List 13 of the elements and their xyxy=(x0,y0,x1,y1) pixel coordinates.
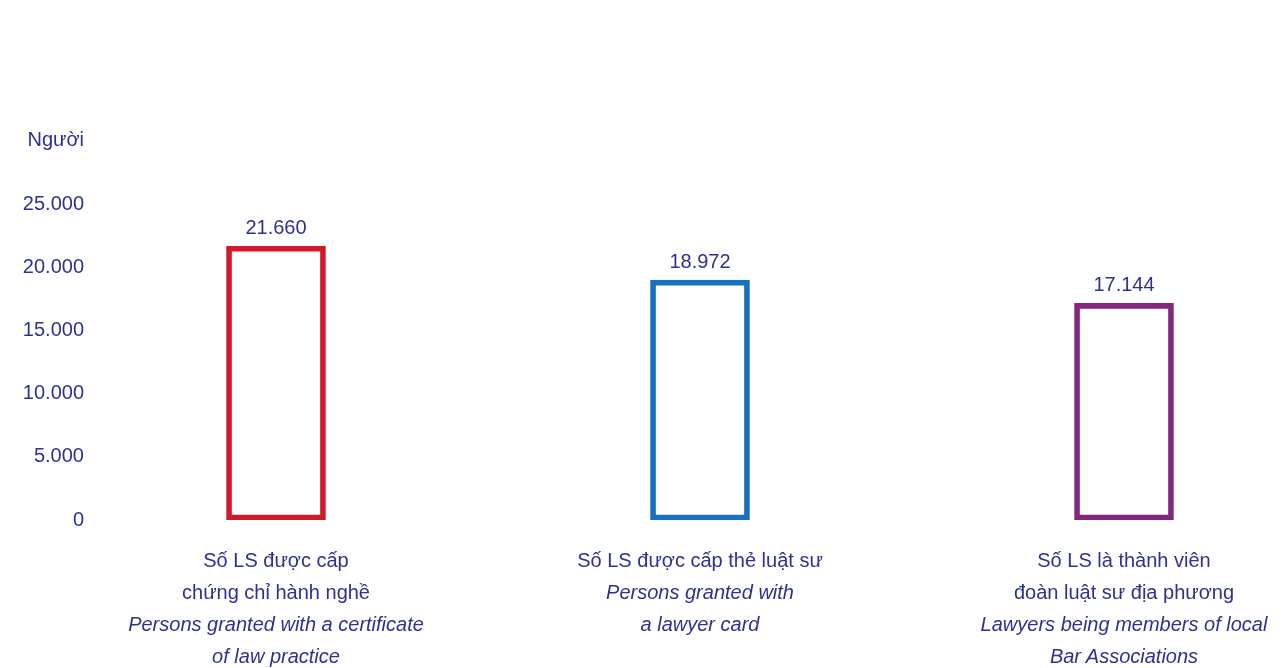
y-axis-title: Người xyxy=(27,127,84,150)
y-tick-label: 5.000 xyxy=(33,444,84,467)
data-label: 18.972 xyxy=(669,249,731,272)
data-label: 21.660 xyxy=(245,215,307,238)
x-tick-label: Số LS được cấp chứng chỉ hành nghề Persons granted with a certificate of law practice xyxy=(128,548,424,667)
y-tick-label: 10.000 xyxy=(22,381,84,404)
x-tick-label: Số LS là thành viên đoàn luật sư địa phương Lawyers being members of local Bar Associations xyxy=(980,548,1268,667)
y-tick-label: 25.000 xyxy=(22,191,84,214)
y-tick-label: 20.000 xyxy=(22,254,84,277)
y-tick-label: 0 xyxy=(72,507,84,530)
y-tick-label: 15.000 xyxy=(22,317,84,340)
data-label: 17.144 xyxy=(1093,272,1155,295)
x-tick-label: Số LS được cấp thẻ luật sư Persons granted with a lawyer card xyxy=(577,548,823,635)
